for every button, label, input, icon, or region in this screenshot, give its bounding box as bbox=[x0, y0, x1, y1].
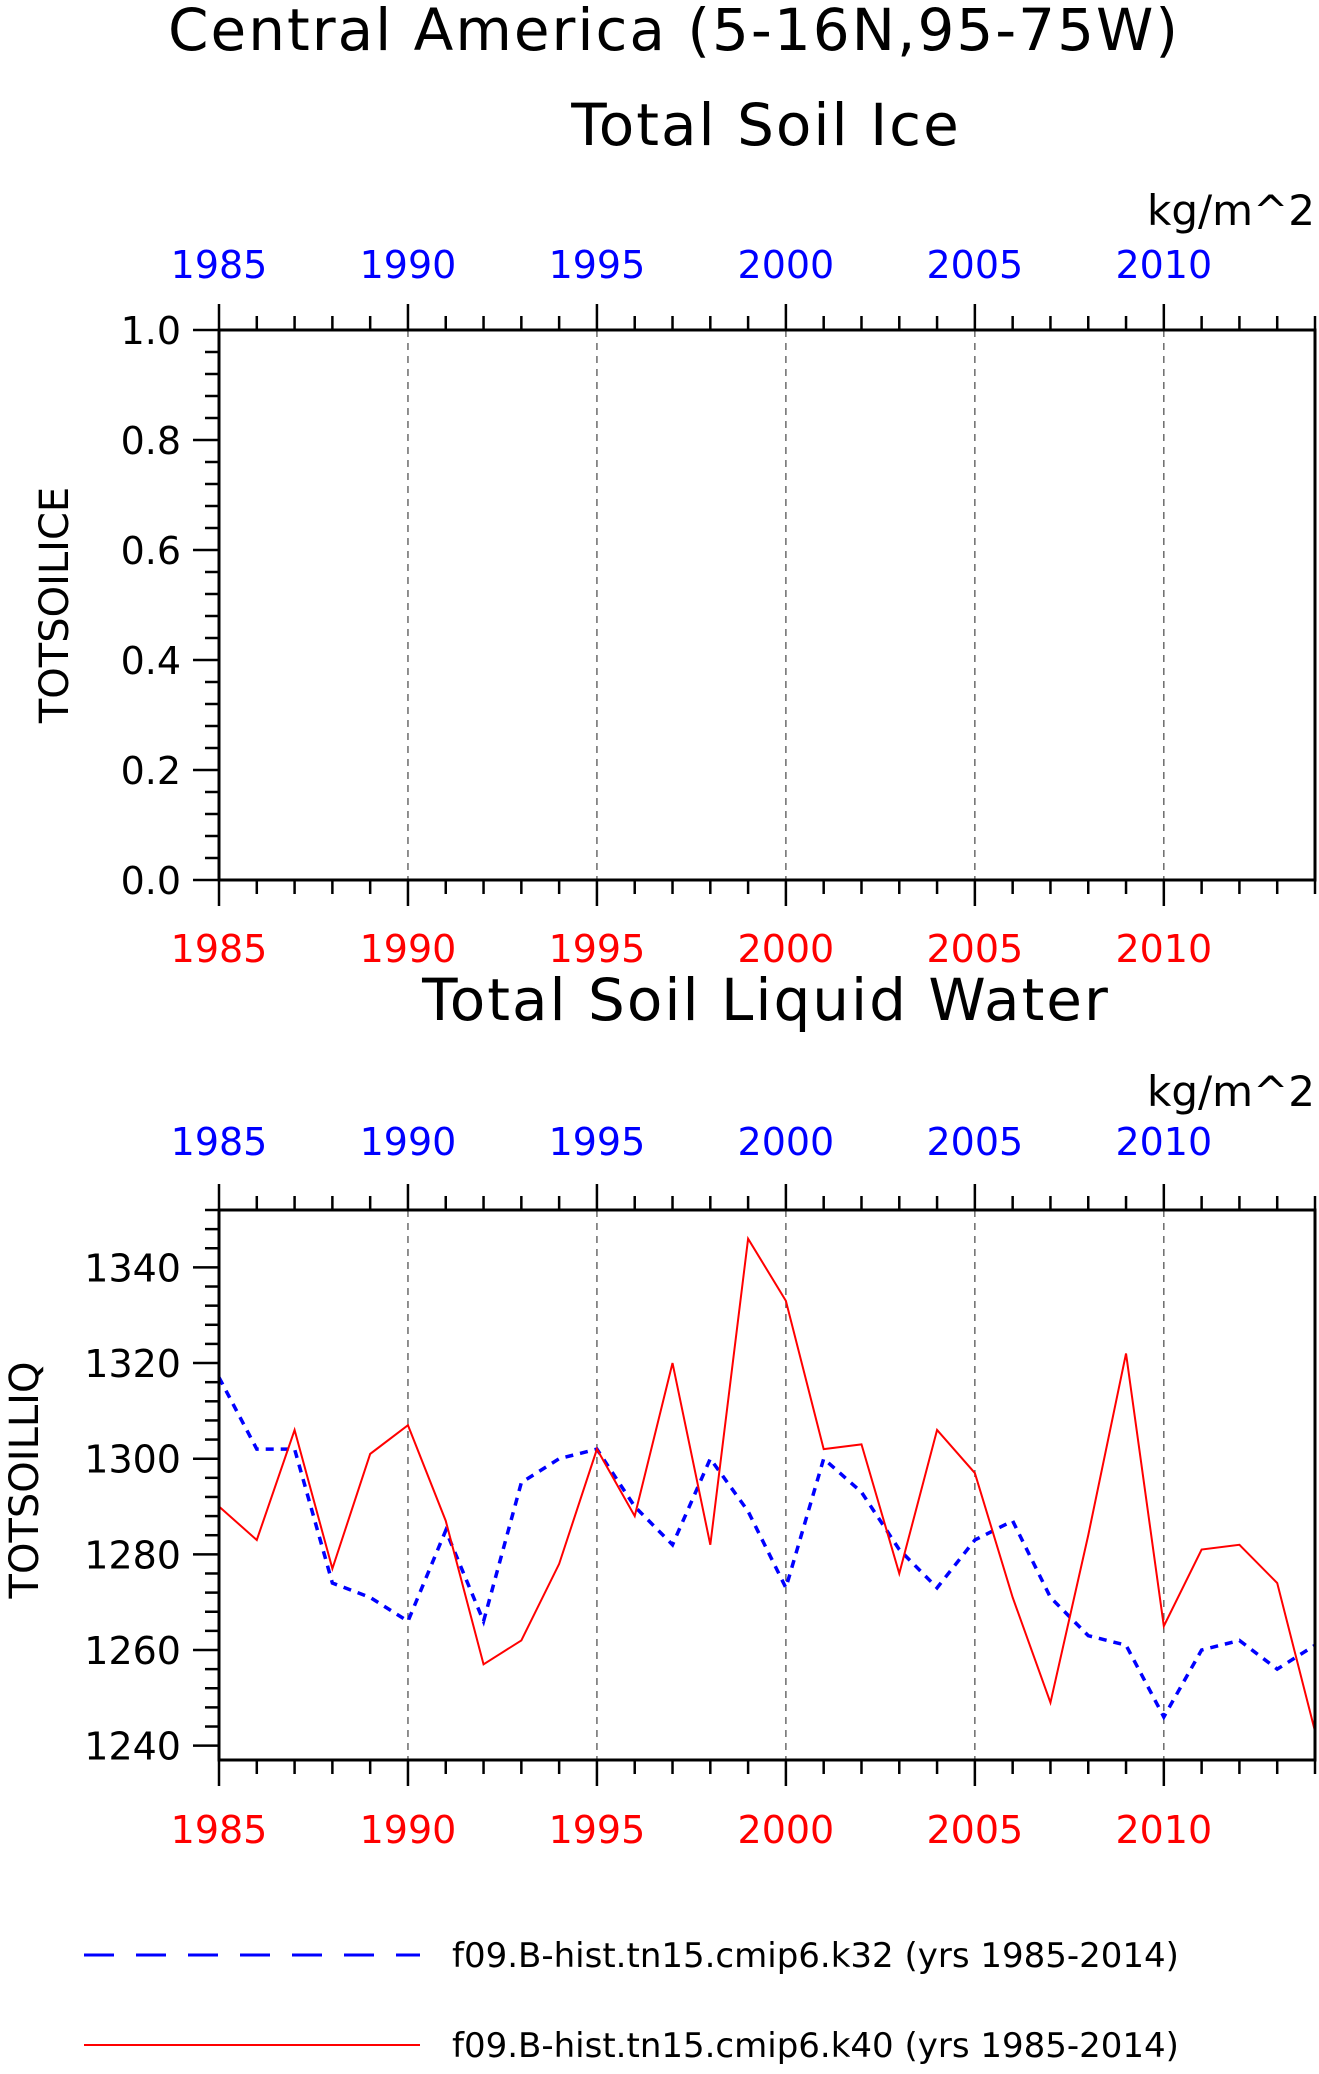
figure-title: Central America (5-16N,95-75W) bbox=[168, 0, 1180, 64]
y-tick-label: 1340 bbox=[84, 1246, 181, 1290]
y-tick-label: 1260 bbox=[84, 1629, 181, 1673]
x-tick-label-top: 2005 bbox=[927, 1120, 1024, 1164]
x-tick-label-bottom: 1995 bbox=[549, 927, 646, 971]
x-tick-label-top: 2000 bbox=[738, 1120, 835, 1164]
x-tick-label-bottom: 2005 bbox=[927, 1808, 1024, 1852]
x-tick-label-top: 1985 bbox=[171, 1120, 268, 1164]
y-tick-label: 0.4 bbox=[121, 639, 181, 683]
y-tick-label: 1.0 bbox=[121, 309, 181, 353]
legend: f09.B-hist.tn15.cmip6.k32 (yrs 1985-2014… bbox=[84, 1936, 1179, 2066]
y-tick-label: 1320 bbox=[84, 1342, 181, 1386]
y-tick-label: 0.6 bbox=[121, 529, 181, 573]
y-tick-label: 1300 bbox=[84, 1438, 181, 1482]
x-tick-label-bottom: 1990 bbox=[360, 927, 457, 971]
x-tick-label-top: 1990 bbox=[360, 1120, 457, 1164]
legend-label-k40: f09.B-hist.tn15.cmip6.k40 (yrs 1985-2014… bbox=[452, 2026, 1179, 2066]
panel1-title: Total Soil Ice bbox=[570, 91, 961, 159]
y-tick-label: 1280 bbox=[84, 1533, 181, 1577]
x-tick-label-top: 1995 bbox=[549, 243, 646, 287]
y-tick-label: 1240 bbox=[84, 1725, 181, 1769]
x-tick-label-top: 2010 bbox=[1115, 1120, 1212, 1164]
x-tick-label-bottom: 1990 bbox=[360, 1808, 457, 1852]
x-tick-label-top: 1985 bbox=[171, 243, 268, 287]
x-tick-label-top: 1995 bbox=[549, 1120, 646, 1164]
x-tick-label-bottom: 1985 bbox=[171, 927, 268, 971]
x-tick-label-bottom: 2000 bbox=[738, 927, 835, 971]
plot-frame bbox=[217, 328, 1317, 882]
series-line-k40 bbox=[218, 1235, 1316, 1732]
units-label: kg/m^2 bbox=[1147, 1067, 1315, 1116]
panel2-title: Total Soil Liquid Water bbox=[421, 966, 1110, 1034]
x-tick-label-bottom: 1985 bbox=[171, 1808, 268, 1852]
series-line-k32 bbox=[217, 1376, 1316, 1721]
y-tick-label: 0.8 bbox=[121, 419, 181, 463]
y-tick-label: 0.0 bbox=[121, 859, 181, 903]
x-tick-label-top: 1990 bbox=[360, 243, 457, 287]
y-axis-label: TOTSOILICE bbox=[32, 487, 78, 724]
x-tick-label-top: 2010 bbox=[1115, 243, 1212, 287]
x-tick-label-bottom: 2005 bbox=[927, 927, 1024, 971]
units-label: kg/m^2 bbox=[1147, 186, 1315, 235]
plot-frame bbox=[217, 1208, 1317, 1762]
x-tick-label-bottom: 2000 bbox=[738, 1808, 835, 1852]
legend-label-k32: f09.B-hist.tn15.cmip6.k32 (yrs 1985-2014… bbox=[452, 1936, 1179, 1976]
x-tick-label-top: 2000 bbox=[738, 243, 835, 287]
x-tick-label-bottom: 2010 bbox=[1115, 1808, 1212, 1852]
panel-total-soil-liquid-water: 1240 1260 1280 1300 1320 1340 1985 1985 1990 1990… bbox=[2, 1067, 1317, 1852]
x-tick-label-bottom: 2010 bbox=[1115, 927, 1212, 971]
y-tick-label: 0.2 bbox=[121, 749, 181, 793]
x-tick-label-bottom: 1995 bbox=[549, 1808, 646, 1852]
panel-total-soil-ice: 0.0 0.2 0.4 0.6 0.8 1.0 1985 1985 1990 1990 1995 19… bbox=[32, 186, 1317, 971]
y-axis-label: TOTSOILLIQ bbox=[2, 1362, 48, 1600]
x-tick-label-top: 2005 bbox=[927, 243, 1024, 287]
